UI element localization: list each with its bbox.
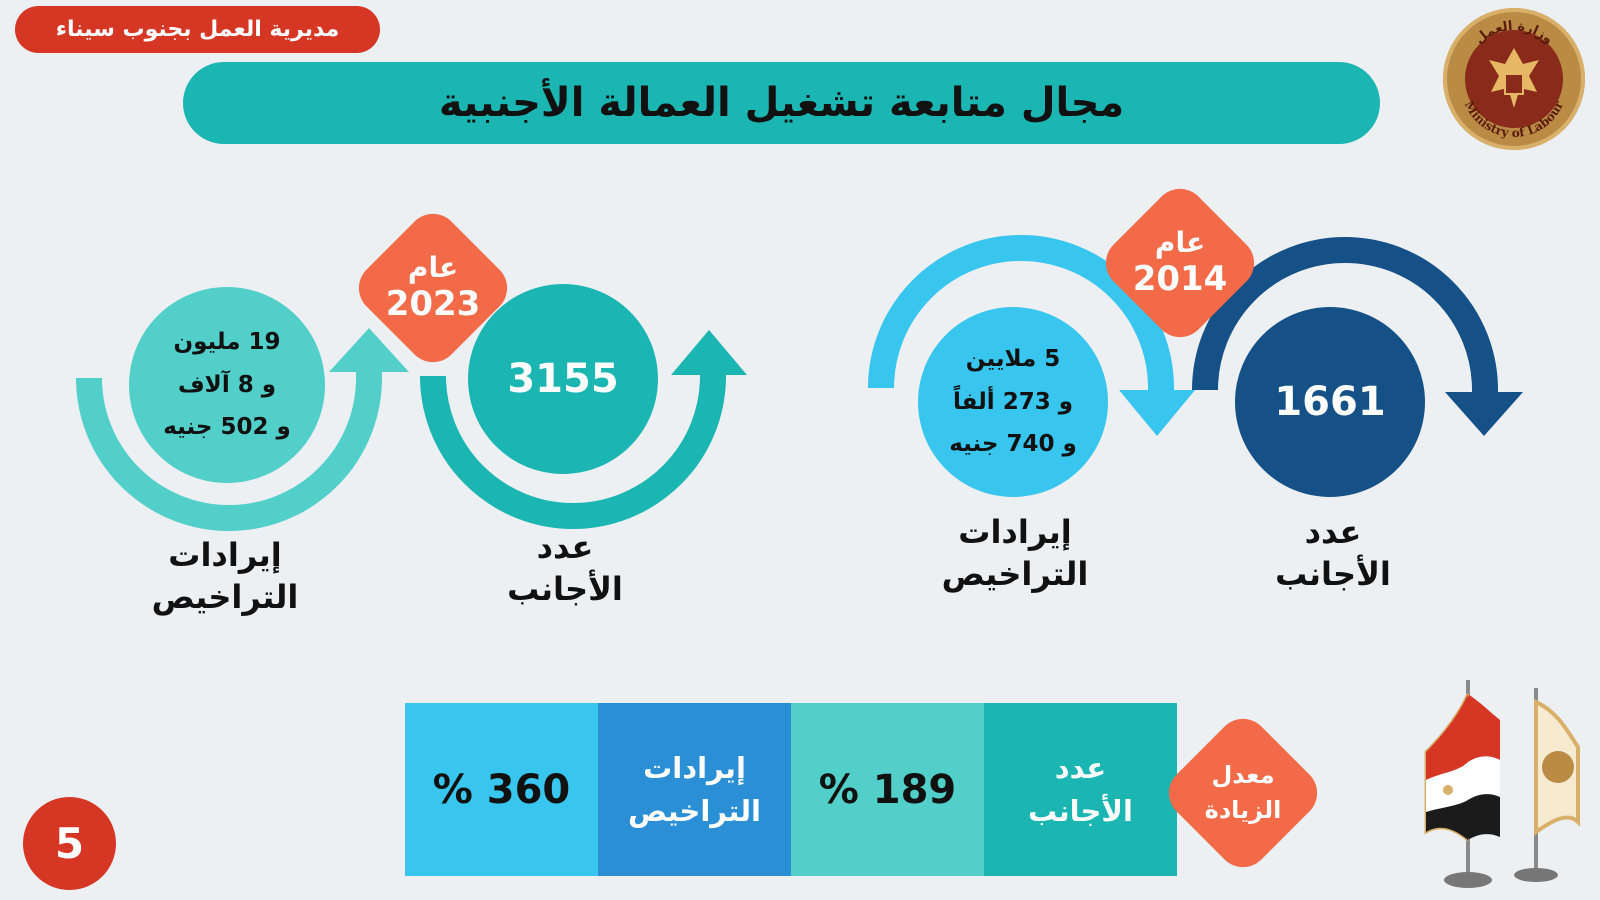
foreigners-2014-arrowhead [1445, 392, 1523, 436]
page-title-bar: مجال متابعة تشغيل العمالة الأجنبية [183, 62, 1380, 144]
revenue-rate-label: التراخيص [628, 793, 761, 828]
page-number: 5 [54, 819, 85, 868]
foreigners-2023-arrowhead [671, 330, 747, 375]
foreigners-rate-value: 189 % [818, 766, 957, 813]
increase-rate-label: الزيادة [1204, 796, 1282, 824]
foreigners-rate-label: عدد [1054, 751, 1107, 786]
foreigners-rate-label-cell: عدد الأجانب [984, 703, 1177, 876]
increase-rate-diamond: معدل الزيادة [1158, 708, 1328, 878]
revenue-2023-circle: 19 مليون و 8 آلاف و 502 جنيه [129, 287, 325, 483]
page-title: مجال متابعة تشغيل العمالة الأجنبية [438, 80, 1125, 126]
year-2014-number: 2014 [1132, 258, 1228, 299]
revenue-2023-arc [76, 368, 382, 531]
revenue-2014-line: و 740 جنيه [949, 431, 1077, 458]
revenue-2014-circle: 5 ملايين و 273 ألفاً و 740 جنيه [918, 307, 1108, 497]
revenue-2023-line: و 502 جنيه [163, 414, 291, 441]
revenue-rate-label: إيرادات [643, 751, 746, 786]
foreigners-2023-circle: 3155 [468, 284, 658, 474]
year-2023-number: 2023 [385, 283, 481, 324]
revenue-2014-line: 5 ملايين [965, 346, 1061, 373]
directorate-badge: مديرية العمل بجنوب سيناء [15, 6, 380, 53]
year-2014-diamond: عام 2014 [1095, 178, 1265, 348]
revenue-rate-cell: 360 % [405, 703, 598, 876]
foreigners-rate-cell: 189 % [791, 703, 984, 876]
revenue-rate-label-cell: إيرادات التراخيص [598, 703, 791, 876]
foreigners-2014-label: عدد الأجانب [1275, 513, 1391, 593]
foreigners-2014-circle: 1661 [1235, 307, 1425, 497]
revenue-2014-line: و 273 ألفاً [952, 388, 1074, 415]
year-2023-diamond: عام 2023 [348, 203, 518, 373]
foreigners-rate-label: الأجانب [1028, 793, 1133, 828]
foreigners-2023-label: عدد الأجانب [507, 528, 623, 608]
revenue-2014-label: إيرادات التراخيص [941, 513, 1089, 593]
directorate-label: مديرية العمل بجنوب سيناء [55, 17, 340, 42]
flags-icon [1424, 680, 1580, 888]
revenue-2014-arrowhead [1119, 390, 1195, 436]
year-2014-word: عام [1154, 226, 1206, 260]
revenue-2023-label: إيرادات التراخيص [151, 536, 299, 616]
page-number-badge: 5 [23, 797, 116, 890]
foreigners-2014-count: 1661 [1274, 379, 1386, 425]
revenue-rate-value: 360 % [432, 766, 571, 813]
foreigners-2023-count: 3155 [507, 356, 619, 402]
revenue-2023-line: و 8 آلاف [177, 371, 277, 398]
logo-eagle-icon [1465, 30, 1563, 128]
revenue-2023-arrowhead [329, 328, 409, 372]
ministry-logo-icon: وزارة العمل Ministry of Labour [1443, 8, 1585, 150]
year-2023-word: عام [407, 251, 459, 285]
foreigners-2023-arc [420, 368, 726, 529]
revenue-2014-arc [868, 235, 1174, 396]
revenue-2023-line: 19 مليون [173, 329, 281, 356]
foreigners-2014-arc [1192, 237, 1498, 396]
increase-rate-label: معدل [1211, 761, 1275, 790]
